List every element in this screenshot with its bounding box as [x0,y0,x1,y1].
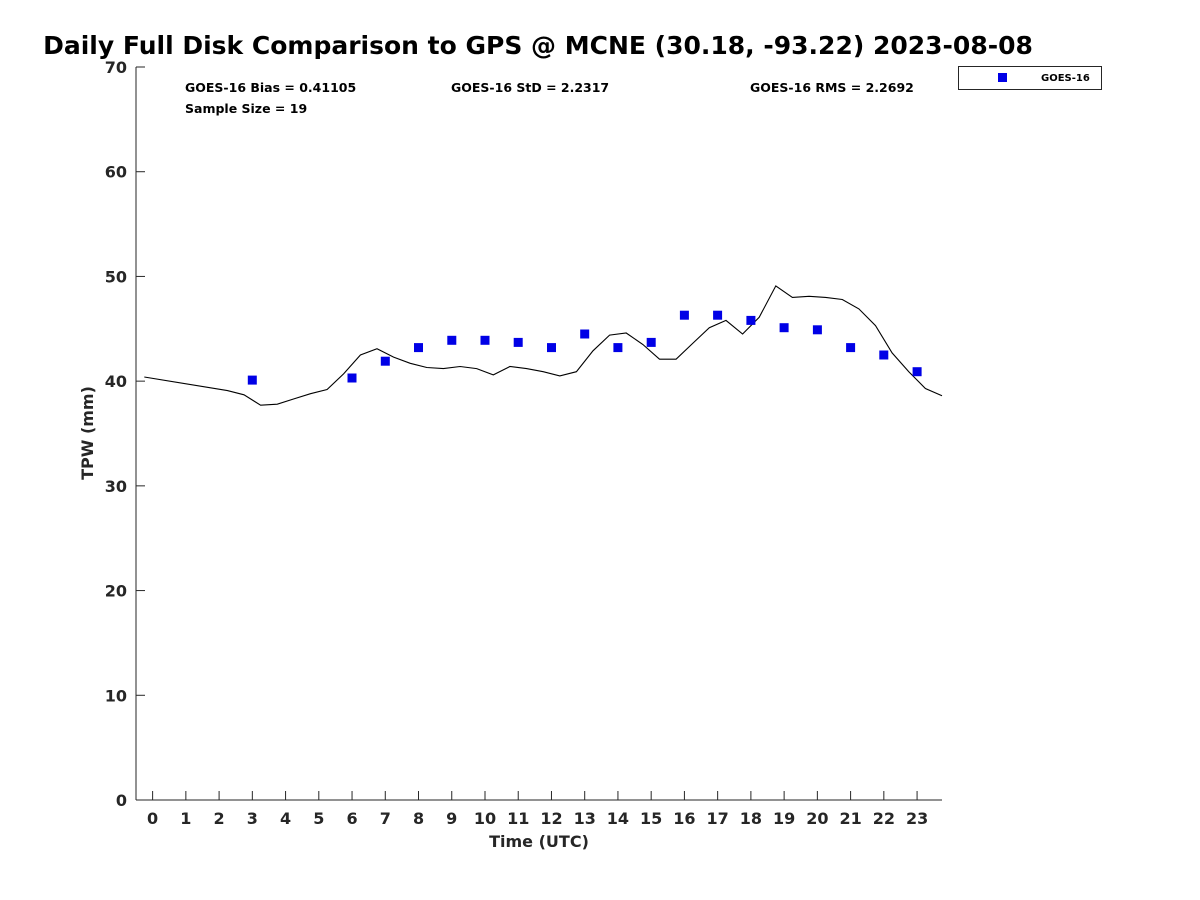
x-tick-label: 19 [773,809,795,828]
x-tick-label: 2 [214,809,225,828]
legend: GOES-16 [958,66,1102,90]
legend-square-marker-icon [998,73,1007,82]
x-tick-label: 1 [180,809,191,828]
x-tick-label: 17 [707,809,729,828]
x-tick-label: 12 [540,809,562,828]
std-annotation: GOES-16 StD = 2.2317 [451,80,609,95]
goes16-point [547,343,556,353]
x-tick-label: 23 [906,809,928,828]
goes16-point [513,337,523,347]
y-tick-label: 10 [105,686,127,705]
x-tick-label: 8 [413,809,424,828]
x-axis-label: Time (UTC) [489,832,589,851]
y-tick-label: 60 [105,163,127,182]
y-tick-label: 20 [105,582,127,601]
stats-annotations: GOES-16 Bias = 0.41105 GOES-16 StD = 2.2… [185,80,914,116]
x-tick-label: 13 [574,809,596,828]
y-tick-label: 50 [105,267,127,286]
goes16-point [646,337,656,347]
goes16-point [679,310,689,320]
goes16-point [480,335,490,345]
rms-annotation: GOES-16 RMS = 2.2692 [750,80,914,95]
x-tick-label: 21 [839,809,861,828]
x-tick-label: 6 [346,809,357,828]
goes16-point [713,310,723,320]
x-tick-label: 18 [740,809,762,828]
x-tick-label: 11 [507,809,529,828]
goes16-point [912,367,922,377]
goes16-point [347,373,357,383]
x-tick-label: 20 [806,809,828,828]
y-axis-ticks: 0 10 20 30 40 50 60 70 [105,58,145,810]
goes16-point [779,323,789,333]
y-tick-label: 30 [105,477,127,496]
gps-tpw-line [144,285,943,406]
x-tick-label: 7 [380,809,391,828]
x-tick-label: 3 [247,809,258,828]
x-tick-label: 16 [673,809,695,828]
y-axis-label: TPW (mm) [78,386,97,480]
goes16-point [746,315,756,325]
goes16-point [812,325,822,335]
chart-title: Daily Full Disk Comparison to GPS @ MCNE… [43,31,1033,60]
legend-box [958,66,1102,90]
goes16-point [613,343,623,353]
goes16-point [414,343,423,353]
x-tick-label: 5 [313,809,324,828]
x-tick-label: 9 [446,809,457,828]
x-tick-label: 14 [607,809,629,828]
x-tick-label: 4 [280,809,291,828]
goes16-point [247,375,257,385]
goes16-point [380,356,390,366]
y-tick-label: 70 [105,58,127,77]
x-tick-label: 15 [640,809,662,828]
x-tick-label: 10 [474,809,496,828]
goes16-point [879,350,889,360]
plot-area: 0 1 2 3 4 5 6 7 8 9 10 11 12 13 14 15 16 17 18 19 20 21 22 23 0… [105,58,943,828]
y-tick-label: 40 [105,372,127,391]
sample-size-annotation: Sample Size = 19 [185,101,307,116]
x-tick-label: 22 [873,809,895,828]
x-axis-ticks: 0 1 2 3 4 5 6 7 8 9 10 11 12 13 14 15 16 17 18 19 20 21 22 23 [147,791,928,828]
goes16-point-series [247,310,922,385]
legend-entry-goes16: GOES-16 [1041,73,1090,84]
bias-annotation: GOES-16 Bias = 0.41105 [185,80,356,95]
y-tick-label: 0 [116,791,127,810]
gps-line-series [144,285,943,406]
goes16-point [846,343,856,353]
x-tick-label: 0 [147,809,158,828]
goes16-point [580,329,590,339]
goes16-point [447,335,457,345]
